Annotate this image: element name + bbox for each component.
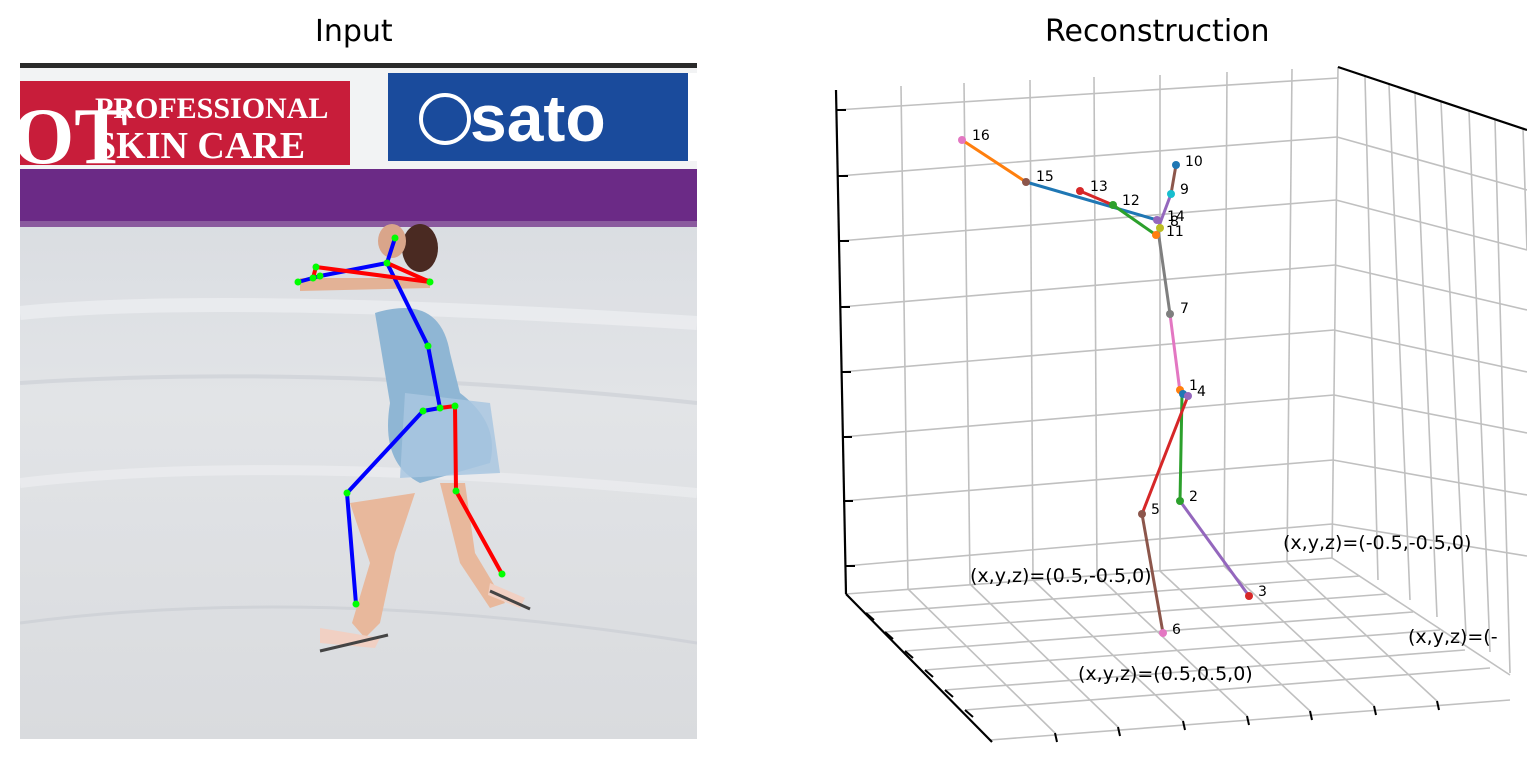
skeleton-joints	[294, 234, 506, 608]
bone-left-shin	[345, 491, 358, 606]
joint-label: 3	[1258, 584, 1267, 600]
joint-label: 12	[1122, 193, 1140, 209]
joint-dot	[294, 278, 302, 286]
joint-labels: 16 15 13 12 14 9 10 8 11 7 1 4 2 5 3 6	[972, 128, 1267, 638]
bone-spine-pelvis	[426, 344, 442, 410]
joint-label: 8	[1170, 214, 1179, 230]
z-axis-line	[834, 89, 848, 595]
input-image: OT PROFESSIONAL SKIN CARE sato	[20, 63, 697, 739]
skeleton-2d	[296, 236, 504, 606]
bone-15-14	[1024, 180, 1159, 222]
bone-12-11	[1111, 203, 1158, 237]
annotation-back-right: (x,y,z)=(-0.5,-0.5,0)	[1283, 532, 1471, 554]
joint-15	[1022, 178, 1030, 186]
joint-dot	[498, 570, 506, 578]
annotation-front-left: (x,y,z)=(0.5,-0.5,0)	[970, 565, 1152, 587]
bone-16-15	[960, 138, 1028, 184]
joint-label: 7	[1180, 301, 1189, 317]
joint-10	[1172, 161, 1180, 169]
bone-right-shoulder	[385, 261, 432, 284]
joint-label: 9	[1180, 182, 1189, 198]
joint-4	[1184, 392, 1192, 400]
joint-3	[1245, 592, 1253, 600]
joint-label: 5	[1151, 502, 1160, 518]
bone-4-5	[1140, 394, 1190, 516]
joint-label: 13	[1090, 179, 1108, 195]
joint-label: 11	[1166, 224, 1184, 240]
joint-label: 4	[1197, 384, 1206, 400]
annotation-right-cut: (x,y,z)=(-	[1408, 626, 1498, 648]
joint-13	[1076, 187, 1084, 195]
joint-dot	[316, 272, 324, 280]
bone-left-thigh	[345, 409, 425, 495]
bone-13-12	[1078, 189, 1115, 207]
bone-5-6	[1140, 512, 1165, 635]
joint-dot	[309, 274, 317, 282]
joint-label: 1	[1189, 378, 1198, 394]
reconstruction-title: Reconstruction	[1045, 14, 1270, 49]
joint-label: 6	[1172, 622, 1181, 638]
skeleton-3d	[960, 138, 1251, 635]
reconstruction-plot: 16 15 13 12 14 9 10 8 11 7 1 4 2 5 3 6 (…	[790, 60, 1527, 759]
joint-dot	[426, 278, 434, 286]
banner-line2: SKIN CARE	[95, 125, 305, 167]
banner-sato	[388, 73, 690, 161]
joint-dot	[452, 487, 460, 495]
joint-12	[1109, 201, 1117, 209]
bone-7-0	[1168, 312, 1182, 394]
banner-fragment: OT	[20, 93, 128, 181]
joint-dot	[419, 407, 427, 415]
joint-label: 14	[1167, 209, 1185, 225]
grid-back-wall	[835, 66, 1339, 595]
y-axis-line	[845, 593, 993, 743]
bone-8-7	[1156, 228, 1172, 316]
joint-dot	[383, 259, 391, 267]
skeleton-3d-joints	[958, 136, 1253, 637]
joint-label: 16	[972, 128, 990, 144]
input-title: Input	[315, 14, 393, 49]
bone-10-9	[1169, 163, 1178, 196]
bone-right-arm	[314, 265, 432, 284]
joint-dot	[391, 234, 399, 242]
x-axis-line	[1337, 65, 1527, 132]
bone-left-shoulder	[318, 261, 389, 278]
joint-label: 15	[1036, 169, 1054, 185]
axis-spines	[834, 65, 1527, 743]
purple-strip	[20, 169, 697, 225]
joint-16	[958, 136, 966, 144]
joint-8	[1156, 224, 1164, 232]
bone-head-neck	[385, 236, 397, 265]
joint-14	[1153, 216, 1161, 224]
axis-ticks	[836, 109, 1440, 743]
joint-dot	[436, 404, 444, 412]
joint-label: 10	[1185, 154, 1203, 170]
grid-floor	[845, 557, 1511, 741]
bone-9-8	[1157, 192, 1173, 228]
banner-line1: PROFESSIONAL	[95, 92, 328, 125]
joint-6	[1159, 629, 1167, 637]
joint-5	[1138, 510, 1146, 518]
joint-2	[1176, 497, 1184, 505]
joint-11	[1152, 231, 1160, 239]
bone-right-shin	[454, 489, 504, 576]
joint-dot	[343, 489, 351, 497]
annotation-front-center: (x,y,z)=(0.5,0.5,0)	[1078, 663, 1253, 685]
joint-9	[1167, 190, 1175, 198]
banner-brand: sato	[470, 81, 606, 155]
joint-7	[1166, 310, 1174, 318]
banner-skin-care	[20, 81, 350, 165]
joint-dot	[312, 263, 320, 271]
bone-right-thigh	[453, 404, 458, 493]
joint-dot	[424, 342, 432, 350]
grid-right-wall	[1331, 66, 1527, 676]
joint-label: 2	[1189, 489, 1198, 505]
joint-dot	[352, 600, 360, 608]
bone-2-3	[1178, 499, 1251, 598]
coordinate-annotations: (x,y,z)=(0.5,-0.5,0) (x,y,z)=(-0.5,-0.5,…	[970, 532, 1498, 685]
joint-dot	[451, 402, 459, 410]
